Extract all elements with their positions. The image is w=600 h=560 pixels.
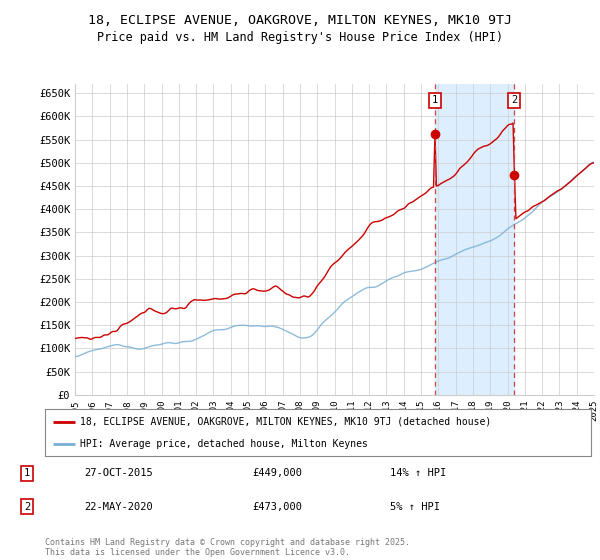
- Text: 18, ECLIPSE AVENUE, OAKGROVE, MILTON KEYNES, MK10 9TJ (detached house): 18, ECLIPSE AVENUE, OAKGROVE, MILTON KEY…: [80, 417, 492, 427]
- Bar: [435, 84, 514, 395]
- Text: Contains HM Land Registry data © Crown copyright and database right 2025.
This d: Contains HM Land Registry data © Crown c…: [45, 538, 410, 557]
- Text: 18, ECLIPSE AVENUE, OAKGROVE, MILTON KEYNES, MK10 9TJ: 18, ECLIPSE AVENUE, OAKGROVE, MILTON KEY…: [88, 14, 512, 27]
- Text: HPI: Average price, detached house, Milton Keynes: HPI: Average price, detached house, Milt…: [80, 438, 368, 449]
- Text: 1: 1: [432, 95, 439, 105]
- Text: 2: 2: [24, 502, 30, 512]
- Text: 2: 2: [511, 95, 517, 105]
- Text: £473,000: £473,000: [252, 502, 302, 512]
- Text: 1: 1: [24, 468, 30, 478]
- Text: 22-MAY-2020: 22-MAY-2020: [84, 502, 153, 512]
- Text: 14% ↑ HPI: 14% ↑ HPI: [390, 468, 446, 478]
- Text: 5% ↑ HPI: 5% ↑ HPI: [390, 502, 440, 512]
- Text: £449,000: £449,000: [252, 468, 302, 478]
- Text: Price paid vs. HM Land Registry's House Price Index (HPI): Price paid vs. HM Land Registry's House …: [97, 31, 503, 44]
- Text: 27-OCT-2015: 27-OCT-2015: [84, 468, 153, 478]
